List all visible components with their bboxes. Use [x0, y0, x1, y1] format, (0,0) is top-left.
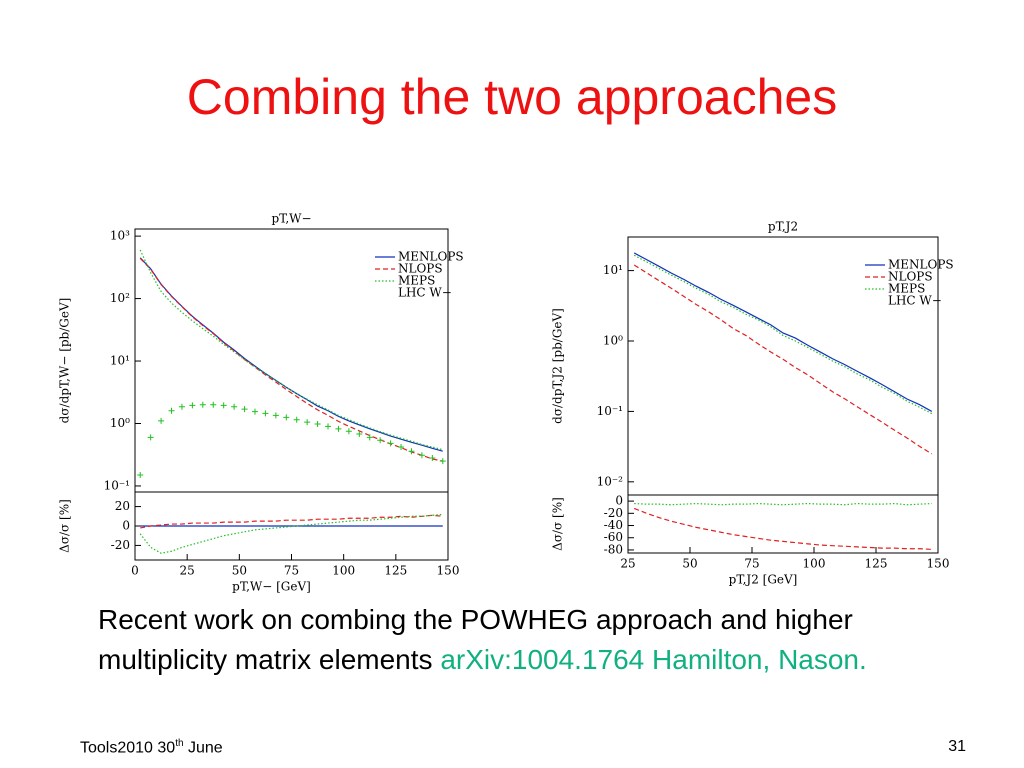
data-cross [335, 425, 342, 432]
legend-label: MEPS [888, 282, 925, 296]
y-tick-label: -80 [604, 542, 623, 556]
data-line [633, 254, 933, 415]
y-tick-label: 10¹ [603, 263, 623, 277]
y-tick-label: -40 [604, 518, 623, 532]
data-cross [283, 414, 290, 421]
y-tick-label: 20 [115, 499, 130, 513]
x-tick-label: 50 [232, 564, 247, 578]
data-cross [147, 434, 154, 441]
footer-text: Tools2010 30 [80, 739, 176, 757]
y-axis-label: Δσ/σ [%] [551, 497, 565, 551]
y-tick-label: 10¹ [110, 354, 130, 368]
x-tick-label: 125 [865, 557, 888, 571]
x-tick-label: 50 [682, 557, 697, 571]
y-axis-label: dσ/dpT,J2 [pb/GeV] [551, 308, 565, 424]
plots: 10⁻¹ 10⁰ 10¹ 10² 10³ pT,W− dσ/dpT,W− [pb/GeV] M… [58, 212, 954, 594]
data-cross [251, 408, 258, 415]
plot-title: pT,J2 [768, 220, 798, 234]
legend-label: MENLOPS [398, 250, 464, 264]
data-cross [439, 458, 446, 465]
data-cross [304, 419, 311, 426]
reference-link[interactable]: arXiv:1004.1764 Hamilton, Nason. [440, 644, 867, 675]
data-cross [314, 421, 321, 428]
legend-label: MENLOPS [888, 258, 954, 272]
y-axis-label: dσ/dpT,W− [pb/GeV] [58, 298, 72, 424]
legend-note: LHC W− [398, 286, 452, 300]
page-number: 31 [948, 738, 966, 755]
data-line [633, 264, 933, 455]
footer-sup: th [175, 738, 184, 749]
data-cross [387, 440, 394, 447]
x-tick-label: 125 [384, 564, 407, 578]
x-tick-label: 100 [803, 557, 826, 571]
slide-title: Combing the two approaches [186, 69, 838, 125]
data-line [139, 513, 443, 554]
legend-label: NLOPS [888, 270, 933, 284]
footer-left: Tools2010 30th June [80, 738, 223, 757]
data-line [633, 507, 932, 550]
data-cross [210, 401, 217, 408]
legend-label: NLOPS [398, 262, 443, 276]
body-text: Recent work on combing the POWHEG approa… [98, 600, 928, 680]
data-cross [366, 434, 373, 441]
x-tick-label: 150 [437, 564, 460, 578]
plot-title: pT,W− [271, 212, 311, 226]
data-cross [262, 410, 269, 417]
plot-frame [627, 494, 939, 554]
legend-label: MEPS [398, 274, 435, 288]
data-cross [241, 406, 248, 413]
y-tick-label: 0 [122, 519, 130, 533]
data-line [139, 257, 443, 462]
x-tick-label: 75 [744, 557, 759, 571]
y-tick-label: 10⁻¹ [597, 404, 623, 418]
x-tick-label: 0 [131, 564, 139, 578]
data-cross [418, 452, 425, 459]
data-cross [168, 407, 175, 414]
data-cross [231, 403, 238, 410]
data-cross [429, 455, 436, 462]
data-cross [293, 416, 300, 423]
data-cross [398, 444, 405, 451]
y-tick-label: 10³ [110, 229, 130, 243]
x-axis-label: pT,J2 [GeV] [729, 573, 798, 587]
data-cross [178, 403, 185, 410]
body-main: Recent work on combing the POWHEG approa… [98, 604, 853, 675]
y-tick-label: -20 [111, 538, 130, 552]
y-tick-label: 10⁰ [110, 416, 130, 430]
data-cross [377, 437, 384, 444]
y-tick-label: 10⁰ [603, 334, 623, 348]
x-axis-label: pT,W− [GeV] [232, 580, 311, 594]
y-axis-label: Δσ/σ [%] [58, 499, 72, 553]
data-cross [408, 448, 415, 455]
data-cross [325, 423, 332, 430]
data-line [139, 249, 443, 451]
y-tick-label: 0 [615, 494, 623, 508]
data-cross [345, 428, 352, 435]
data-cross [189, 402, 196, 409]
data-cross [137, 471, 144, 478]
y-tick-label: 10⁻¹ [104, 478, 130, 492]
data-line [634, 502, 932, 506]
data-cross [199, 401, 206, 408]
y-tick-label: 10⁻² [597, 474, 624, 488]
data-cross [356, 430, 363, 437]
x-tick-label: 75 [284, 564, 299, 578]
x-tick-label: 25 [620, 557, 635, 571]
y-tick-label: 10² [110, 291, 130, 305]
y-tick-label: -60 [604, 530, 623, 544]
data-line [633, 252, 933, 412]
data-line [140, 514, 443, 529]
footer-text-end: June [183, 739, 223, 757]
data-cross [158, 417, 165, 424]
x-tick-label: 100 [332, 564, 355, 578]
data-cross [220, 402, 227, 409]
y-tick-label: -20 [604, 506, 623, 520]
x-tick-label: 25 [180, 564, 195, 578]
data-cross [272, 412, 279, 419]
legend-note: LHC W− [888, 294, 942, 308]
x-tick-label: 150 [927, 557, 950, 571]
